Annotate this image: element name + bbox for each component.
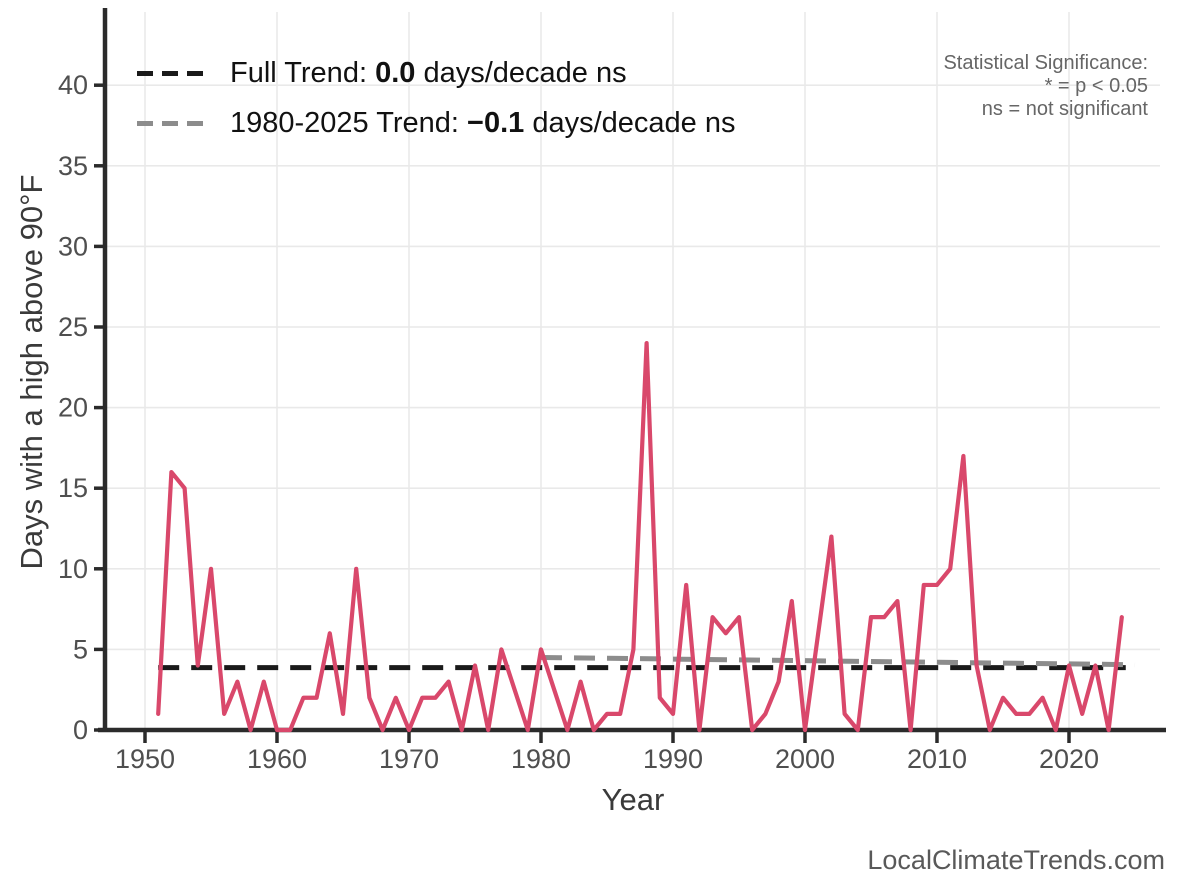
- recent-trend-dash-icon: [137, 120, 203, 126]
- legend-item-recent-trend: 1980-2025 Trend: −0.1 days/decade ns: [137, 98, 735, 148]
- y-tick-label: 15: [58, 473, 88, 503]
- legend-item-full-trend: Full Trend: 0.0 days/decade ns: [137, 48, 735, 98]
- y-tick-label: 35: [58, 151, 88, 181]
- legend-full-suffix: days/decade ns: [415, 56, 627, 89]
- x-tick-label: 1950: [115, 744, 175, 774]
- x-tick-label: 2020: [1039, 744, 1099, 774]
- stat-note-line2: * = p < 0.05: [1044, 75, 1148, 97]
- stat-significance-note: Statistical Significance: * = p < 0.05 n…: [943, 52, 1148, 121]
- gridlines: [105, 12, 1160, 730]
- legend-label-recent-trend: 1980-2025 Trend: −0.1 days/decade ns: [230, 107, 735, 140]
- series-line-layer: [156, 341, 1124, 733]
- x-tick-label: 2010: [907, 744, 967, 774]
- legend-label-full-trend: Full Trend: 0.0 days/decade ns: [230, 57, 627, 90]
- footer-site-label: LocalClimateTrends.com: [867, 845, 1165, 875]
- x-tick-label: 1980: [511, 744, 571, 774]
- legend-recent-value: −0.1: [467, 106, 525, 139]
- series-line: [156, 341, 1124, 733]
- y-tick-label: 10: [58, 554, 88, 584]
- y-tick-label: 0: [73, 715, 88, 745]
- y-tick-label: 40: [58, 70, 88, 100]
- y-tick-label: 30: [58, 231, 88, 261]
- legend: Full Trend: 0.0 days/decade ns 1980-2025…: [137, 48, 735, 148]
- x-tick-label: 1970: [379, 744, 439, 774]
- legend-recent-prefix: 1980-2025 Trend:: [230, 106, 468, 139]
- legend-full-value: 0.0: [375, 56, 416, 89]
- trend-lines: [158, 654, 1136, 671]
- y-axis-title: Days with a high above 90°F: [14, 175, 49, 570]
- full-trend-dash-icon: [137, 70, 203, 76]
- stat-note-line3: ns = not significant: [981, 98, 1148, 120]
- stat-note-line1: Statistical Significance:: [943, 52, 1148, 74]
- legend-full-prefix: Full Trend:: [230, 56, 376, 89]
- y-tick-label: 5: [73, 634, 88, 664]
- legend-recent-suffix: days/decade ns: [524, 106, 736, 139]
- x-tick-label: 2000: [775, 744, 835, 774]
- trend-line-recent: [540, 654, 1136, 668]
- x-axis-title: Year: [602, 782, 665, 817]
- y-tick-label: 25: [58, 312, 88, 342]
- x-tick-label: 1990: [643, 744, 703, 774]
- x-tick-label: 1960: [247, 744, 307, 774]
- y-tick-label: 20: [58, 393, 88, 423]
